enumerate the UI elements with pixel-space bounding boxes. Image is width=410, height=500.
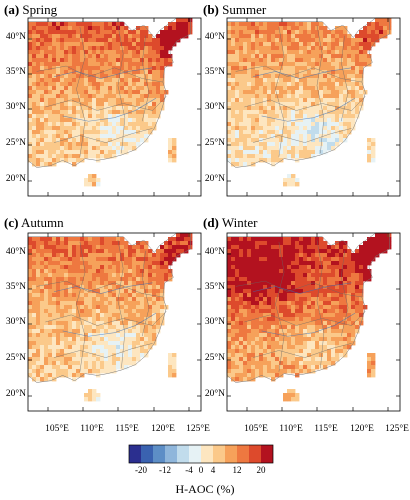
colorbar bbox=[128, 444, 274, 464]
lat-label-20n: 20°N bbox=[5, 174, 26, 184]
lat-label-40n: 40°N bbox=[204, 32, 225, 42]
lat-label-40n: 40°N bbox=[5, 247, 26, 257]
lat-label-25n: 25°N bbox=[5, 353, 26, 363]
map-panel-autumn bbox=[27, 232, 202, 412]
colorbar-swatch bbox=[189, 445, 201, 463]
map-panel-spring bbox=[27, 17, 202, 197]
colorbar-swatch bbox=[129, 445, 141, 463]
colorbar-tick: -4 bbox=[185, 465, 193, 475]
lat-label-30n: 30°N bbox=[204, 102, 225, 112]
lon-label-110e: 110°E bbox=[80, 424, 104, 434]
lat-label-25n: 25°N bbox=[5, 138, 26, 148]
map-panel-summer bbox=[226, 17, 401, 197]
colorbar-swatch bbox=[261, 445, 273, 463]
lat-label-40n: 40°N bbox=[204, 247, 225, 257]
panel-title-summer: (b) Summer bbox=[203, 2, 267, 17]
lat-label-25n: 25°N bbox=[204, 138, 225, 148]
lon-label-125e: 125°E bbox=[385, 424, 409, 434]
colorbar-tick: -20 bbox=[135, 465, 147, 475]
colorbar-tick: 0 bbox=[198, 465, 204, 475]
colorbar-swatch bbox=[141, 445, 153, 463]
lon-label-120e: 120°E bbox=[151, 424, 175, 434]
lon-label-115e: 115°E bbox=[314, 424, 338, 434]
lon-label-115e: 115°E bbox=[115, 424, 139, 434]
lat-label-20n: 20°N bbox=[204, 389, 225, 399]
lon-label-120e: 120°E bbox=[350, 424, 374, 434]
colorbar-swatch bbox=[165, 445, 177, 463]
colorbar-swatch bbox=[249, 445, 261, 463]
lat-label-35n: 35°N bbox=[204, 67, 225, 77]
colorbar-swatch bbox=[213, 445, 225, 463]
panel-title-spring: (a) Spring bbox=[4, 2, 58, 17]
lon-label-110e: 110°E bbox=[279, 424, 303, 434]
lat-label-30n: 30°N bbox=[5, 317, 26, 327]
lat-label-30n: 30°N bbox=[5, 102, 26, 112]
panel-title-autumn: (c) Autumn bbox=[4, 215, 64, 230]
lat-label-35n: 35°N bbox=[5, 67, 26, 77]
lat-label-20n: 20°N bbox=[5, 389, 26, 399]
colorbar-tick: 20 bbox=[256, 465, 266, 475]
lat-label-25n: 25°N bbox=[204, 353, 225, 363]
lon-label-105e: 105°E bbox=[45, 424, 69, 434]
panel-title-winter: (d) Winter bbox=[203, 215, 258, 230]
colorbar-swatch bbox=[153, 445, 165, 463]
lat-label-35n: 35°N bbox=[204, 282, 225, 292]
colorbar-swatch bbox=[201, 445, 213, 463]
lat-label-35n: 35°N bbox=[5, 282, 26, 292]
lat-label-40n: 40°N bbox=[5, 32, 26, 42]
colorbar-tick: 4 bbox=[210, 465, 216, 475]
colorbar-tick: 12 bbox=[232, 465, 242, 475]
colorbar-title: H-AOC (%) bbox=[175, 482, 235, 496]
lat-label-20n: 20°N bbox=[204, 174, 225, 184]
colorbar-swatch bbox=[177, 445, 189, 463]
lon-label-125e: 125°E bbox=[186, 424, 210, 434]
map-panel-winter bbox=[226, 232, 401, 412]
lon-label-105e: 105°E bbox=[244, 424, 268, 434]
colorbar-swatch bbox=[237, 445, 249, 463]
lat-label-30n: 30°N bbox=[204, 317, 225, 327]
colorbar-swatch bbox=[225, 445, 237, 463]
colorbar-tick: -12 bbox=[159, 465, 171, 475]
